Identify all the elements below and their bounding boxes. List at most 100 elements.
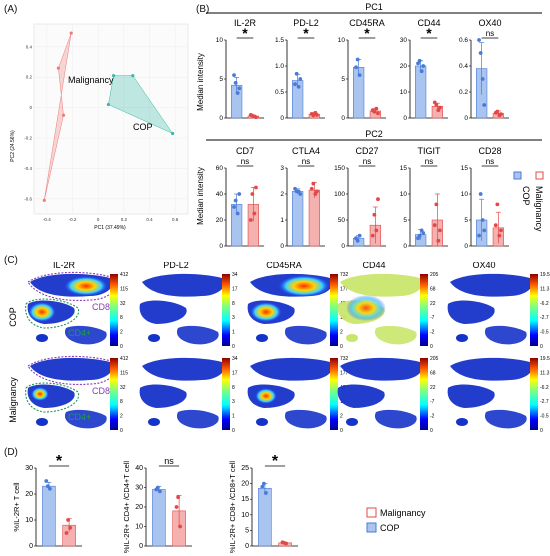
cop-point <box>293 82 297 87</box>
colorbar-tick: 177 <box>340 286 349 292</box>
cop-point <box>357 73 362 77</box>
cop-bar <box>292 191 304 247</box>
colorbar-tick: 68 <box>430 286 436 292</box>
bar-chart: 0 5 10 *IL-2R <box>216 18 264 122</box>
cd4-gate-label: CD4+ <box>68 328 91 338</box>
cop-point <box>357 233 362 238</box>
colorbar-tick: 732 <box>340 272 349 278</box>
panel-c-umap: COP Malignancy IL-2RCD8+CD4+41211532820C… <box>8 262 550 434</box>
malignancy-point <box>370 108 375 113</box>
malignancy-point <box>311 181 316 186</box>
cop-point <box>261 481 266 486</box>
colorbar-tick: 22 <box>430 301 436 307</box>
umap-hotspot <box>31 387 49 401</box>
pca-ytick: -0.6 <box>24 196 32 201</box>
malignancy-point <box>315 112 319 117</box>
significance-label: * <box>303 25 309 41</box>
significance-label: ns <box>486 157 494 166</box>
malignancy-point <box>432 100 437 105</box>
y-tick-label: 10 <box>135 524 143 531</box>
umap-cluster-cd4 <box>139 300 187 324</box>
malignancy-point <box>248 218 253 222</box>
colorbar-tick: -2.7 <box>540 315 549 321</box>
malignancy-point <box>493 223 498 228</box>
legend-d-malignancy-label: Malignancy <box>380 508 426 518</box>
pca-ytick: 0.4 <box>26 44 33 49</box>
pca-ytick: 0.2 <box>26 75 33 80</box>
y-tick-label: 0 <box>464 243 468 250</box>
colorbar-tick: 32 <box>120 301 126 307</box>
umap-cluster-lower <box>176 325 219 345</box>
malignancy-point <box>499 112 503 116</box>
umap-cluster-lower <box>176 409 219 429</box>
y-tick-label: 0 <box>219 243 223 250</box>
umap-cluster-cd8 <box>450 273 533 297</box>
colorbar-tick: -7 <box>430 315 435 321</box>
pca-xtick: 0.4 <box>146 217 153 222</box>
cop-group-label: COP <box>133 122 153 132</box>
colorbar-tick: 0 <box>232 428 235 434</box>
cop-point <box>45 484 50 489</box>
panel-label-b: (B) <box>196 4 210 15</box>
y-tick-label: 5 <box>219 76 223 83</box>
pca-xtick: 0.2 <box>121 217 128 222</box>
umap-cluster-cd4 <box>447 384 495 408</box>
y-tick-label: 0 <box>403 243 407 250</box>
cop-point <box>480 218 485 222</box>
umap-cluster-small <box>456 418 468 426</box>
malignancy-point <box>42 198 46 202</box>
y-tick-label: 40 <box>216 191 224 198</box>
cop-point <box>416 61 420 66</box>
cop-bar <box>258 487 272 547</box>
colorbar-tick: 11.3 <box>540 286 550 292</box>
malignancy-point <box>280 540 285 545</box>
colorbar-tick: -2 <box>430 330 435 336</box>
colorbar-tick: 412 <box>120 272 129 278</box>
malignancy-point <box>434 202 439 207</box>
colorbar-tick: 34 <box>232 272 238 278</box>
pc2-label: PC2 <box>365 129 383 139</box>
y-tick-label: 0.2 <box>459 89 468 96</box>
malignancy-point <box>250 192 255 196</box>
malignancy-point <box>309 111 314 116</box>
panel-label-a: (A) <box>4 4 18 15</box>
umap-cluster-lower <box>374 409 417 429</box>
cop-point <box>480 77 485 81</box>
colorbar-tick: 19.5 <box>540 356 550 362</box>
colorbar-tick: 32 <box>120 385 126 391</box>
malignancy-point <box>376 197 380 202</box>
pca-ytick: 0 <box>29 105 32 110</box>
cop-point <box>477 38 481 42</box>
colorbar <box>110 274 118 346</box>
colorbar-tick: 1 <box>232 330 235 336</box>
legend-cop-label: COP <box>521 186 531 206</box>
colorbar-tick: 17 <box>232 286 238 292</box>
cop-point <box>232 73 236 77</box>
cop-point <box>233 81 238 85</box>
y-tick-label: 1 <box>280 217 284 224</box>
cop-point <box>482 228 487 233</box>
colorbar-tick: -0.5 <box>540 330 549 336</box>
y-tick-label: 15 <box>461 165 469 172</box>
y-tick-label: 15 <box>400 165 408 172</box>
bar-chart: 0 10 20 30 *CD44 <box>400 18 448 122</box>
malignancy-point <box>174 505 179 509</box>
umap-hotspot <box>278 275 330 297</box>
pca-ytick: -0.2 <box>24 136 32 141</box>
bar-chart: 0 5 10 *CD45RA <box>338 18 386 122</box>
cop-point <box>293 186 297 191</box>
umap-plot: CD8+ CD4+ 412 115 32 8 2 0 <box>25 355 129 434</box>
colorbar-tick: -7 <box>430 399 435 405</box>
umap-cluster-cd8 <box>142 273 225 297</box>
malignancy-point <box>254 115 258 120</box>
pca-xtick: 0 <box>97 217 100 222</box>
umap-column-title: OX40 <box>472 262 495 270</box>
y-tick-label: 1.0 <box>275 63 284 70</box>
y-tick-label: 0.5 <box>275 89 284 96</box>
umap-column-title: CD45RA <box>266 262 302 270</box>
umap-cluster-cd4 <box>447 300 495 324</box>
bar-chart: 0 10 20 30 40 ns <box>135 456 192 550</box>
chart-title: CD45RA <box>349 18 385 28</box>
colorbar-tick: -2 <box>430 414 435 420</box>
